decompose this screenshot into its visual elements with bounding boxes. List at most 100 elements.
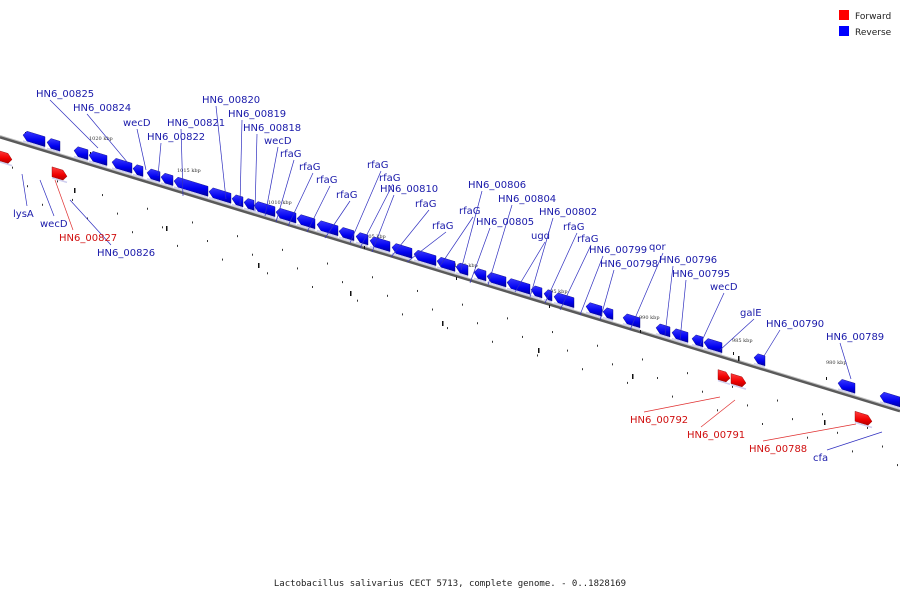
gene-label[interactable]: rfaG xyxy=(563,222,585,233)
gene-label[interactable]: HN6_00795 xyxy=(672,269,730,280)
gene-leader-line xyxy=(559,244,592,311)
gene-leader-line xyxy=(239,119,243,206)
gene-leader-line xyxy=(763,329,781,357)
gene-label[interactable]: rfaG xyxy=(379,173,401,184)
reverse-gene-feature[interactable] xyxy=(486,272,507,288)
gene-label[interactable]: HN6_00820 xyxy=(202,95,260,106)
reverse-gene-feature[interactable] xyxy=(146,168,161,182)
gene-label[interactable]: rfaG xyxy=(336,190,358,201)
reverse-gene-feature[interactable] xyxy=(338,227,355,242)
minor-tick-mark xyxy=(852,450,853,453)
genome-backbone xyxy=(0,135,900,413)
forward-gene-feature[interactable] xyxy=(854,411,873,426)
gene-label[interactable]: HN6_00826 xyxy=(97,248,155,259)
minor-tick-mark xyxy=(792,418,793,421)
gene-label[interactable]: HN6_00804 xyxy=(498,194,556,205)
gene-label[interactable]: HN6_00789 xyxy=(826,332,884,343)
gene-label[interactable]: HN6_00818 xyxy=(243,123,301,134)
gene-leader-line xyxy=(254,133,258,212)
reverse-gene-feature[interactable] xyxy=(413,250,437,267)
gene-label[interactable]: rfaG xyxy=(367,160,389,171)
reverse-gene-feature[interactable] xyxy=(73,146,89,161)
gene-label[interactable]: HN6_00802 xyxy=(539,207,597,218)
minor-tick-mark xyxy=(507,317,508,320)
forward-gene-feature[interactable] xyxy=(0,150,13,164)
gene-label[interactable]: HN6_00805 xyxy=(476,217,534,228)
reverse-gene-feature[interactable] xyxy=(436,257,456,272)
gene-label[interactable]: galE xyxy=(740,308,762,319)
minor-tick-mark xyxy=(612,363,613,366)
gene-label[interactable]: rfaG xyxy=(316,175,338,186)
gene-label[interactable]: HN6_00821 xyxy=(167,118,225,129)
minor-tick-mark xyxy=(777,399,778,402)
gene-label[interactable]: HN6_00792 xyxy=(630,415,688,426)
gene-leader-line xyxy=(487,204,513,286)
reverse-gene-feature[interactable] xyxy=(391,243,413,259)
gene-label[interactable]: HN6_00822 xyxy=(147,132,205,143)
gene-leader-line xyxy=(275,159,295,223)
gene-leader-line xyxy=(700,399,736,428)
reverse-gene-feature[interactable] xyxy=(602,307,614,320)
reverse-gene-feature[interactable] xyxy=(455,262,469,276)
gene-label[interactable]: rfaG xyxy=(280,149,302,160)
gene-label[interactable]: rfaG xyxy=(459,206,481,217)
reverse-gene-feature[interactable] xyxy=(88,151,108,166)
gene-label[interactable]: rfaG xyxy=(299,162,321,173)
forward-gene-feature[interactable] xyxy=(51,166,68,181)
reverse-gene-feature[interactable] xyxy=(132,164,144,177)
reverse-gene-feature[interactable] xyxy=(22,130,46,147)
minor-tick-mark xyxy=(372,276,373,279)
gene-label[interactable]: wecD xyxy=(40,219,68,230)
gene-label[interactable]: HN6_00790 xyxy=(766,319,824,330)
minor-tick-mark xyxy=(597,344,598,347)
gene-leader-line xyxy=(157,142,162,177)
reverse-gene-feature[interactable] xyxy=(655,323,671,338)
gene-label[interactable]: HN6_00806 xyxy=(468,180,526,191)
minor-tick-mark xyxy=(267,272,268,275)
reverse-gene-feature[interactable] xyxy=(553,292,575,309)
reverse-gene-feature[interactable] xyxy=(473,268,487,282)
reverse-gene-feature[interactable] xyxy=(355,232,369,246)
reverse-gene-feature[interactable] xyxy=(369,236,391,253)
gene-label[interactable]: HN6_00827 xyxy=(59,233,117,244)
reverse-gene-feature[interactable] xyxy=(530,285,543,299)
gene-label[interactable]: HN6_00810 xyxy=(380,184,438,195)
minor-tick-mark xyxy=(102,194,103,197)
gene-label[interactable]: wecD xyxy=(123,118,151,129)
reverse-gene-feature[interactable] xyxy=(316,220,339,237)
minor-tick-mark xyxy=(867,426,868,429)
reverse-gene-feature[interactable] xyxy=(671,328,689,343)
gene-label[interactable]: rfaG xyxy=(415,199,437,210)
gene-label[interactable]: HN6_00825 xyxy=(36,89,94,100)
minor-tick-mark xyxy=(826,377,827,380)
reverse-gene-feature[interactable] xyxy=(46,138,61,152)
gene-leader-line xyxy=(762,423,857,442)
minor-tick-mark xyxy=(733,352,734,355)
gene-label[interactable]: lysA xyxy=(13,209,34,220)
gene-label[interactable]: wecD xyxy=(710,282,738,293)
gene-label[interactable]: HN6_00791 xyxy=(687,430,745,441)
gene-label[interactable]: HN6_00819 xyxy=(228,109,286,120)
feature-shadow xyxy=(691,343,704,349)
reverse-gene-feature[interactable] xyxy=(160,173,174,186)
minor-tick-mark xyxy=(549,305,550,308)
reverse-gene-feature[interactable] xyxy=(585,302,603,317)
gene-label[interactable]: qor xyxy=(649,242,666,253)
reverse-gene-feature[interactable] xyxy=(879,391,900,408)
forward-gene-feature[interactable] xyxy=(730,373,747,388)
gene-label[interactable]: HN6_00788 xyxy=(749,444,807,455)
gene-label[interactable]: wecD xyxy=(264,136,292,147)
gene-label[interactable]: cfa xyxy=(813,453,828,464)
reverse-gene-feature[interactable] xyxy=(753,353,766,367)
gene-label[interactable]: HN6_00799 xyxy=(589,245,647,256)
gene-label[interactable]: ugd xyxy=(531,231,550,242)
reverse-gene-feature[interactable] xyxy=(837,379,856,394)
gene-label[interactable]: HN6_00798 xyxy=(600,259,658,270)
gene-label[interactable]: HN6_00796 xyxy=(659,255,717,266)
gene-label[interactable]: rfaG xyxy=(432,221,454,232)
forward-gene-feature[interactable] xyxy=(717,369,731,383)
gene-label[interactable]: rfaG xyxy=(577,234,599,245)
gene-label[interactable]: HN6_00824 xyxy=(73,103,131,114)
minor-tick-mark xyxy=(672,395,673,398)
reverse-gene-feature[interactable] xyxy=(253,201,276,217)
